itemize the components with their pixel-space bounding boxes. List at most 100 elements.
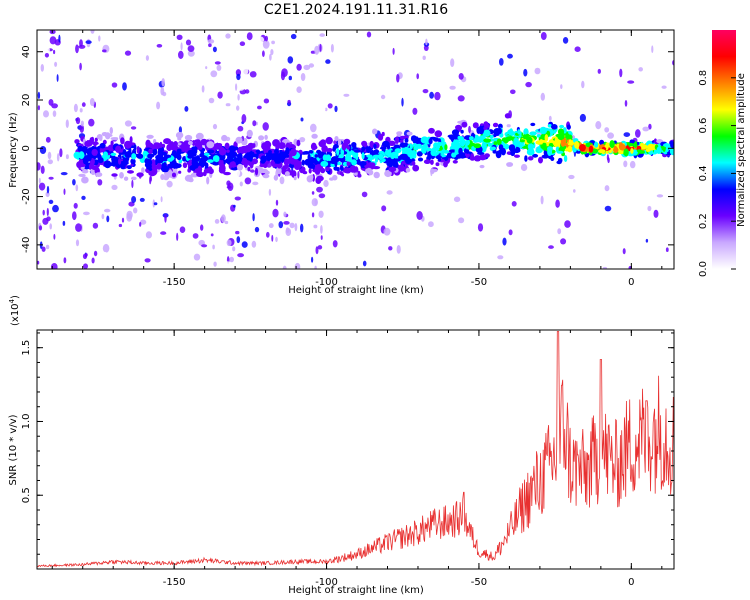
ridge-point — [472, 122, 479, 129]
ridge-point — [535, 140, 543, 145]
x-tick-label: 0 — [628, 577, 634, 588]
ridge-point — [556, 160, 562, 165]
noise-point — [388, 246, 393, 251]
ridge-point — [416, 151, 423, 157]
noise-point — [43, 110, 49, 118]
noise-point — [255, 186, 263, 195]
noise-point — [176, 34, 183, 40]
noise-point — [54, 61, 58, 67]
ridge-point — [206, 176, 210, 185]
ridge-point — [394, 162, 399, 168]
noise-point — [90, 30, 95, 34]
noise-point — [161, 78, 165, 87]
ridge-point — [588, 145, 594, 153]
ridge-point — [634, 141, 638, 148]
ridge-point — [444, 144, 448, 151]
noise-point — [392, 47, 395, 55]
noise-point — [200, 224, 204, 231]
noise-point — [184, 106, 189, 112]
ridge-point — [123, 176, 129, 181]
ridge-point — [405, 167, 411, 173]
ridge-point — [78, 173, 86, 177]
ridge-point — [390, 151, 399, 159]
noise-point — [396, 245, 401, 254]
noise-point — [290, 33, 297, 40]
noise-point — [315, 246, 319, 255]
noise-point — [236, 105, 240, 111]
noise-point — [53, 175, 61, 181]
noise-point — [320, 235, 323, 240]
ridge-point — [287, 177, 292, 184]
noise-point — [401, 97, 404, 107]
ridge-point — [336, 147, 340, 156]
noise-point — [91, 245, 97, 250]
noise-point — [241, 241, 248, 248]
noise-point — [179, 207, 186, 213]
noise-point — [374, 66, 380, 70]
noise-point — [224, 220, 229, 225]
noise-point — [98, 35, 101, 42]
ridge-point — [421, 144, 429, 149]
ridge-point — [398, 164, 405, 172]
noise-point — [43, 31, 48, 38]
noise-point — [300, 223, 304, 233]
snr-y-ticks: 0.5 1.0 1.5 — [21, 332, 674, 555]
ridge-point — [492, 122, 499, 128]
ridge-point — [290, 148, 297, 157]
ridge-point — [361, 125, 370, 132]
ridge-point — [178, 159, 183, 164]
ridge-point — [423, 159, 431, 164]
noise-point — [491, 105, 496, 113]
noise-point — [193, 253, 201, 261]
ridge-point — [479, 164, 485, 169]
noise-point — [75, 223, 82, 232]
ridge-point — [513, 137, 519, 145]
noise-point — [262, 50, 265, 57]
ridge-point — [452, 160, 458, 164]
ridge-point — [195, 132, 204, 140]
noise-point — [266, 231, 270, 238]
ridge-point — [495, 150, 502, 159]
ridge-point — [228, 145, 236, 153]
noise-point — [37, 162, 41, 171]
noise-point — [139, 219, 147, 225]
ridge-point — [148, 148, 153, 154]
noise-point — [139, 222, 142, 227]
noise-point — [108, 91, 113, 101]
noise-point — [327, 103, 333, 109]
noise-point — [235, 83, 238, 91]
ridge-point — [308, 168, 312, 174]
noise-point — [457, 95, 465, 102]
ridge-point — [420, 136, 429, 144]
ridge-point — [235, 136, 243, 144]
ridge-point — [443, 161, 448, 168]
noise-point — [88, 118, 95, 127]
noise-point — [317, 245, 323, 250]
noise-point — [56, 153, 60, 162]
ridge-point — [430, 149, 437, 157]
ridge-point — [218, 148, 227, 156]
x-tick-label: -150 — [163, 277, 186, 288]
ridge-point — [131, 153, 137, 160]
snr-y-multiplier: (x104) — [8, 295, 21, 326]
y-tick-label: 0 — [21, 145, 32, 151]
ridge-point — [457, 135, 461, 140]
ridge-point — [242, 158, 248, 163]
ridge-point — [177, 137, 182, 141]
noise-point — [275, 236, 278, 243]
ridge-point — [556, 150, 564, 154]
ridge-point — [302, 151, 311, 155]
ridge-point — [372, 128, 378, 135]
noise-point — [280, 71, 286, 81]
noise-point — [540, 32, 547, 40]
noise-point — [195, 107, 200, 112]
spectrogram-panel: -150 -100 -50 0 -40 -20 0 20 40 Height of strai… — [8, 29, 747, 296]
noise-point — [279, 176, 285, 185]
noise-point — [422, 89, 429, 94]
snr-series-line — [37, 331, 674, 568]
ridge-point — [207, 159, 214, 163]
ridge-point — [191, 156, 197, 164]
ridge-point — [145, 163, 149, 168]
noise-point — [210, 70, 218, 78]
ridge-point — [393, 158, 401, 162]
